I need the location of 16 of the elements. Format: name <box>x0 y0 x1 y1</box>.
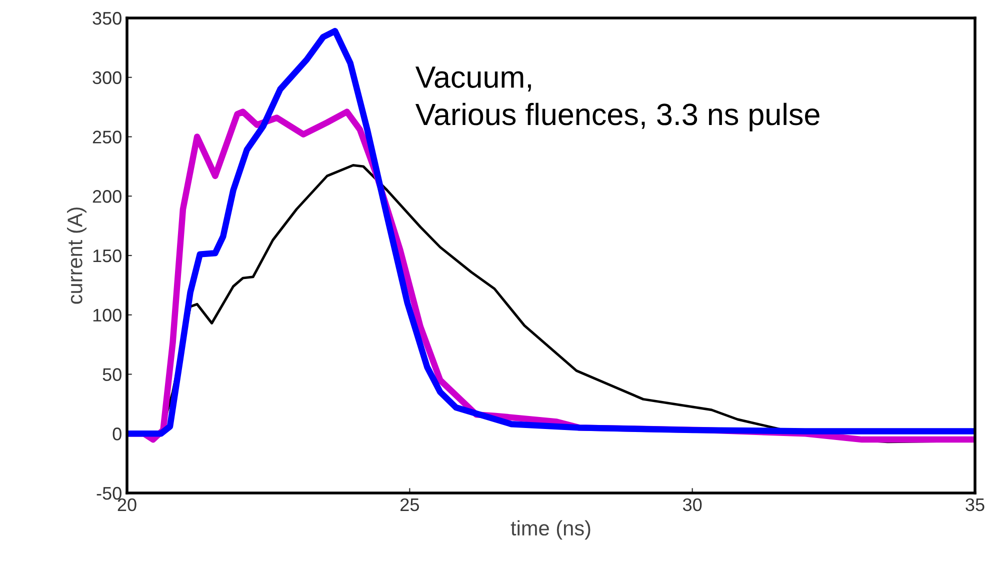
y-axis-title: current (A) <box>67 208 86 304</box>
y-tick-label: -50 <box>96 486 122 500</box>
y-tick-label: 250 <box>92 130 122 144</box>
y-tick-label: 200 <box>92 190 122 203</box>
y-tick-label: 300 <box>92 71 122 84</box>
y-tick-label: 350 <box>92 12 122 25</box>
x-tick-label: 35 <box>966 498 984 512</box>
x-tick-label: 25 <box>400 498 419 512</box>
y-tick-label: 50 <box>102 368 122 381</box>
y-tick-label: 0 <box>112 428 122 440</box>
y-tick-label: 150 <box>93 249 122 262</box>
x-axis-title: time (ns) <box>510 520 590 540</box>
y-tick-label: 100 <box>93 308 122 322</box>
x-tick-label: 20 <box>118 498 136 512</box>
x-tick-label: 30 <box>682 498 702 512</box>
annotation: Vacuum, Various fluences, 3.3 ns pulse <box>415 66 820 132</box>
